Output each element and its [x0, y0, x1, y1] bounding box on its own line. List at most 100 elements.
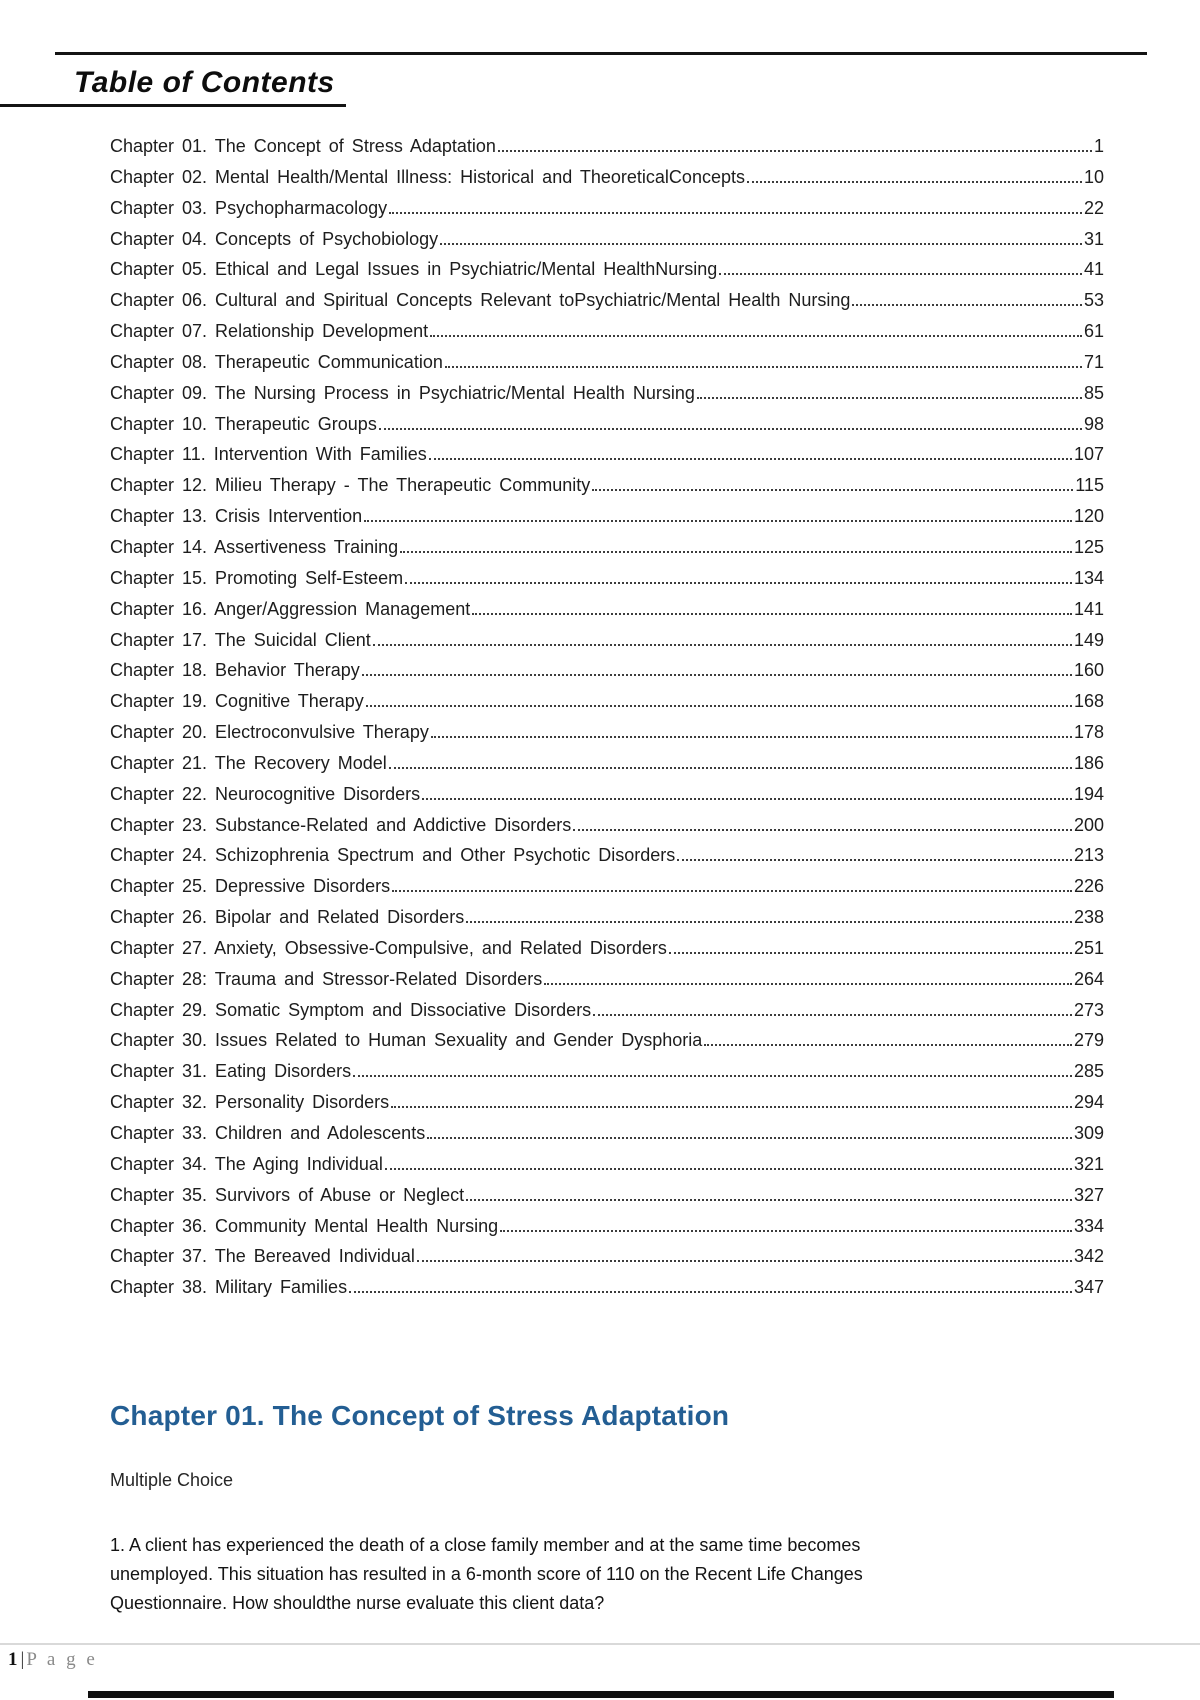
toc-entry: Chapter 05. Ethical and Legal Issues in …: [110, 259, 1104, 290]
toc-entry-page-number: 41: [1083, 259, 1104, 280]
toc-entry-label: Chapter 32. Personality Disorders: [110, 1092, 390, 1113]
toc-dot-leader: [389, 211, 1082, 214]
toc-entry: Chapter 10. Therapeutic Groups 98: [110, 414, 1104, 445]
footer-page-number: 1: [8, 1649, 18, 1670]
toc-entry-page-number: 309: [1073, 1123, 1104, 1143]
toc-entry-label: Chapter 30. Issues Related to Human Sexu…: [110, 1030, 703, 1051]
toc-entry-page-number: 342: [1073, 1246, 1104, 1267]
toc-entry-page-number: 115: [1075, 475, 1104, 496]
toc-entry-page-number: 160: [1073, 660, 1104, 681]
toc-entry-page-number: 98: [1083, 413, 1104, 434]
toc-entry-page-number: 321: [1073, 1153, 1104, 1174]
toc-dot-leader: [592, 489, 1074, 492]
toc-entry-page-number: 327: [1073, 1184, 1104, 1205]
toc-entry: Chapter 36. Community Mental Health Nurs…: [110, 1216, 1104, 1247]
toc-entry: Chapter 30. Issues Related to Human Sexu…: [110, 1030, 1104, 1061]
toc-entry: Chapter 21. The Recovery Model 186: [110, 753, 1104, 784]
top-horizontal-rule: [55, 52, 1147, 55]
toc-entry-page-number: 279: [1073, 1030, 1104, 1051]
toc-entry: Chapter 15. Promoting Self-Esteem 134: [110, 568, 1104, 599]
toc-dot-leader: [573, 828, 1072, 831]
toc-entry-page-number: 22: [1083, 197, 1104, 218]
toc-entry: Chapter 22. Neurocognitive Disorders 194: [110, 784, 1104, 815]
toc-entry-page-number: 200: [1073, 814, 1104, 835]
toc-entry-label: Chapter 24. Schizophrenia Spectrum and O…: [110, 845, 676, 866]
toc-entry-label: Chapter 03. Psychopharmacology: [110, 197, 388, 218]
toc-entry-label: Chapter 15. Promoting Self-Esteem: [110, 567, 404, 588]
toc-dot-leader: [430, 335, 1082, 338]
toc-dot-leader: [388, 766, 1072, 769]
toc-entry-page-number: 120: [1073, 506, 1104, 527]
toc-entry: Chapter 24. Schizophrenia Spectrum and O…: [110, 845, 1104, 876]
toc-entry-label: Chapter 06. Cultural and Spiritual Conce…: [110, 290, 851, 311]
toc-entry: Chapter 29. Somatic Symptom and Dissocia…: [110, 1000, 1104, 1031]
toc-entry-label: Chapter 14. Assertiveness Training: [110, 536, 399, 557]
toc-dot-leader: [391, 1106, 1072, 1109]
toc-title: Table of Contents: [74, 66, 335, 99]
toc-entry-label: Chapter 02. Mental Health/Mental Illness…: [110, 166, 745, 187]
toc-entry: Chapter 32. Personality Disorders 294: [110, 1092, 1104, 1123]
toc-dot-leader: [497, 150, 1092, 152]
toc-entry-page-number: 264: [1073, 968, 1104, 989]
toc-dot-leader: [677, 859, 1072, 862]
toc-entry: Chapter 35. Survivors of Abuse or Neglec…: [110, 1185, 1104, 1216]
chapter-01-heading: Chapter 01. The Concept of Stress Adapta…: [110, 1400, 730, 1431]
toc-entry-page-number: 10: [1083, 166, 1104, 187]
toc-entry-page-number: 347: [1073, 1277, 1104, 1298]
toc-dot-leader: [719, 273, 1082, 276]
toc-entry-page-number: 31: [1083, 228, 1104, 249]
toc-entry: Chapter 37. The Bereaved Individual 342: [110, 1246, 1104, 1277]
toc-entry: Chapter 18. Behavior Therapy 160: [110, 660, 1104, 691]
multiple-choice-label: Multiple Choice: [110, 1470, 234, 1490]
toc-entry: Chapter 17. The Suicidal Client 149: [110, 630, 1104, 661]
toc-entry-label: Chapter 38. Military Families: [110, 1277, 348, 1298]
toc-entry-label: Chapter 31. Eating Disorders: [110, 1061, 352, 1082]
toc-dot-leader: [372, 643, 1072, 646]
toc-entry-label: Chapter 23. Substance-Related and Addict…: [110, 814, 572, 835]
toc-dot-leader: [500, 1229, 1072, 1232]
toc-entry-label: Chapter 27. Anxiety, Obsessive-Compulsiv…: [110, 937, 667, 958]
toc-entry-label: Chapter 35. Survivors of Abuse or Neglec…: [110, 1184, 465, 1205]
toc-dot-leader: [349, 1291, 1072, 1294]
toc-entry-page-number: 1: [1093, 136, 1104, 156]
toc-entry: Chapter 03. Psychopharmacology 22: [110, 198, 1104, 229]
toc-entry-page-number: 285: [1073, 1061, 1104, 1082]
toc-entry-page-number: 61: [1083, 321, 1104, 342]
toc-entry-label: Chapter 21. The Recovery Model: [110, 752, 387, 773]
toc-entry-page-number: 178: [1073, 722, 1104, 743]
toc-entry: Chapter 23. Substance-Related and Addict…: [110, 815, 1104, 846]
toc-entry-label: Chapter 09. The Nursing Process in Psych…: [110, 382, 695, 403]
toc-dot-leader: [746, 180, 1082, 183]
toc-entry-page-number: 238: [1073, 907, 1104, 928]
toc-entry-page-number: 226: [1073, 876, 1104, 897]
table-of-contents-list: Chapter 01. The Concept of Stress Adapta…: [110, 136, 1104, 1308]
footer-separator: |: [20, 1649, 25, 1670]
toc-entry: Chapter 28: Trauma and Stressor-Related …: [110, 969, 1104, 1000]
bottom-horizontal-bar: [88, 1691, 1114, 1698]
toc-entry-page-number: 53: [1083, 290, 1104, 311]
toc-entry-label: Chapter 26. Bipolar and Related Disorder…: [110, 907, 465, 928]
toc-entry-label: Chapter 33. Children and Adolescents: [110, 1123, 426, 1143]
toc-entry-label: Chapter 08. Therapeutic Communication: [110, 351, 443, 372]
toc-entry-page-number: 294: [1073, 1092, 1104, 1113]
toc-entry-label: Chapter 05. Ethical and Legal Issues in …: [110, 259, 718, 280]
toc-entry: Chapter 14. Assertiveness Training 125: [110, 537, 1104, 568]
toc-entry-label: Chapter 22. Neurocognitive Disorders: [110, 783, 421, 804]
toc-entry-page-number: 273: [1073, 999, 1104, 1020]
toc-entry-label: Chapter 12. Milieu Therapy - The Therape…: [110, 475, 591, 496]
footer-rule: [0, 1643, 1200, 1645]
toc-entry: Chapter 19. Cognitive Therapy 168: [110, 691, 1104, 722]
toc-dot-leader: [400, 550, 1072, 553]
toc-entry: Chapter 38. Military Families 347: [110, 1277, 1104, 1308]
toc-dot-leader: [704, 1044, 1072, 1047]
toc-dot-leader: [472, 612, 1072, 615]
toc-entry-page-number: 168: [1073, 691, 1104, 712]
toc-dot-leader: [392, 890, 1072, 893]
toc-dot-leader: [405, 581, 1072, 584]
toc-entry-page-number: 134: [1073, 567, 1104, 588]
toc-entry-page-number: 213: [1073, 845, 1104, 866]
toc-entry: Chapter 34. The Aging Individual 321: [110, 1154, 1104, 1185]
toc-entry-page-number: 107: [1073, 444, 1104, 465]
toc-entry-label: Chapter 13. Crisis Intervention: [110, 506, 363, 527]
toc-dot-leader: [668, 951, 1072, 954]
